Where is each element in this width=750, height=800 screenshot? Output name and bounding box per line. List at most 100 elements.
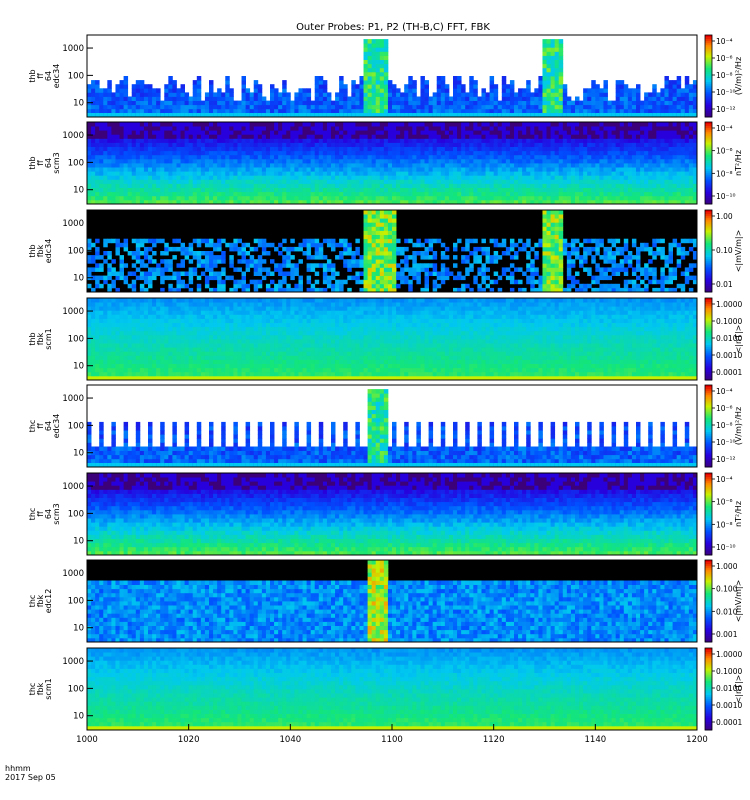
- panel-frame: [86, 384, 698, 468]
- spectrogram-image: [87, 473, 698, 556]
- spectrogram-panel-6: 10 100 1000 thc ff 64 scm3 10⁻⁴ 10⁻⁶ 10⁻⁸ 10⁻¹⁰ nT²…: [28, 472, 743, 556]
- colorbar-tick-label: 10⁻¹⁰: [716, 543, 736, 552]
- colorbar-frame: [704, 121, 713, 205]
- colorbar-tick-label: 10⁻⁶: [716, 147, 733, 156]
- colorbar: 10⁻⁴ 10⁻⁶ 10⁻⁸ 10⁻¹⁰ nT²/Hz: [704, 472, 743, 556]
- spectrogram-image: [87, 298, 698, 381]
- spectrogram-image: [87, 210, 698, 293]
- spectrogram-image: [87, 122, 698, 205]
- spectrogram-image: [87, 35, 698, 118]
- colorbar: 10⁻⁴ 10⁻⁶ 10⁻⁸ 10⁻¹⁰ 10⁻¹² (V/m)²/Hz: [704, 384, 743, 468]
- colorbar-tick-label: 10⁻⁶: [716, 54, 733, 63]
- colorbar: 10⁻⁴ 10⁻⁶ 10⁻⁸ 10⁻¹⁰ 10⁻¹² (V/m)²/Hz: [704, 34, 743, 118]
- y-axis-label-line: thc: [28, 420, 37, 433]
- y-axis-label-line: scm3: [52, 152, 61, 173]
- y-axis-label-line: thc: [28, 595, 37, 608]
- y-tick-label: 1000: [62, 569, 84, 579]
- colorbar-tick-label: 1.0000: [716, 650, 742, 659]
- y-axis-label-line: fbk: [36, 332, 45, 345]
- colorbar-frame: [704, 559, 713, 643]
- colorbar-label: nT²/Hz: [734, 150, 743, 176]
- colorbar-label: <|mV/m|>: [734, 580, 743, 623]
- y-tick-label: 100: [68, 246, 84, 256]
- y-axis-label-line: fbk: [36, 682, 45, 695]
- colorbar-label: <|nT|>: [734, 675, 743, 704]
- colorbar-tick-label: 0.0010: [716, 351, 742, 360]
- colorbar-tick-label: 1.000: [716, 562, 738, 571]
- panel-frame: [86, 209, 698, 293]
- spectrogram-panel-3: 10 100 1000 thb fbk edc34 1.00 0.10 0.01<|mV/m|>: [28, 209, 743, 293]
- y-axis-label-line: thb: [28, 244, 37, 257]
- spectrogram-panel-2: 10 100 1000 thb ff 64 scm3 10⁻⁴ 10⁻⁶ 10⁻⁸ 10⁻¹⁰ nT²…: [28, 121, 743, 205]
- colorbar-tick-label: 0.1000: [716, 667, 742, 676]
- colorbar-tick-label: 10⁻⁶: [716, 404, 733, 413]
- colorbar-tick-label: 10⁻⁴: [716, 124, 733, 133]
- x-tick-label: 1000: [76, 735, 98, 745]
- y-tick-label: 100: [68, 71, 84, 81]
- y-tick-label: 100: [68, 509, 84, 519]
- y-axis-label-line: edc34: [44, 239, 53, 264]
- y-axis-label-line: scm3: [52, 503, 61, 524]
- x-tick-label: 1120: [483, 735, 505, 745]
- y-axis-label-line: scm1: [44, 678, 53, 699]
- colorbar-tick-label: 0.0010: [716, 701, 742, 710]
- y-axis-label-line: edc34: [52, 64, 61, 89]
- y-tick-label: 10: [73, 99, 84, 109]
- y-tick-label: 100: [68, 334, 84, 344]
- y-axis-label-line: 64: [44, 509, 53, 519]
- spectrogram-image: [87, 648, 698, 731]
- colorbar-tick-label: 0.100: [716, 585, 738, 594]
- colorbar-tick-label: 0.0100: [716, 684, 742, 693]
- y-axis-label-line: ff: [36, 511, 45, 517]
- y-axis-label-line: 64: [44, 158, 53, 168]
- spectrogram-image: [87, 560, 698, 643]
- y-tick-label: 10: [73, 624, 84, 634]
- x-tick-label: 1100: [381, 735, 403, 745]
- y-axis-label-line: edc34: [52, 414, 61, 439]
- colorbar-tick-label: 10⁻⁸: [716, 71, 733, 80]
- colorbar-tick-label: 0.10: [716, 246, 733, 255]
- x-tick-label: 1040: [280, 735, 302, 745]
- colorbar: 10⁻⁴ 10⁻⁶ 10⁻⁸ 10⁻¹⁰ nT²/Hz: [704, 121, 743, 205]
- x-axis-label-line-2: 2017 Sep 05: [5, 773, 56, 782]
- panel-frame: [86, 34, 698, 118]
- colorbar-frame: [704, 297, 713, 381]
- colorbar-frame: [704, 209, 713, 293]
- colorbar-tick-label: 10⁻¹²: [716, 455, 736, 464]
- y-axis-label-line: fbk: [36, 594, 45, 607]
- spectrogram-panel-4: 10 100 1000 thb fbk scm1 1.0000 0.1000 0.0100 0.0…: [28, 297, 743, 381]
- colorbar-frame: [704, 472, 713, 556]
- colorbar-label: nT²/Hz: [734, 501, 743, 527]
- y-axis-label-line: thb: [28, 332, 37, 345]
- colorbar-label: <|mV/m|>: [734, 230, 743, 273]
- x-axis: 1000 1020 1040 1100 1120 1140 1200: [76, 724, 708, 745]
- panel-frame: [86, 121, 698, 205]
- y-axis-label-line: thc: [28, 683, 37, 696]
- y-axis-label-line: 64: [44, 71, 53, 81]
- colorbar-frame: [704, 34, 713, 118]
- y-axis-label-line: ff: [36, 160, 45, 166]
- y-tick-label: 1000: [62, 307, 84, 317]
- colorbar-tick-label: 10⁻⁸: [716, 520, 733, 529]
- colorbar-tick-label: 1.0000: [716, 300, 742, 309]
- y-tick-label: 10: [73, 362, 84, 372]
- y-tick-label: 10: [73, 274, 84, 284]
- y-tick-label: 10: [73, 712, 84, 722]
- x-tick-label: 1140: [585, 735, 607, 745]
- x-tick-label: 1200: [686, 735, 708, 745]
- y-tick-label: 1000: [62, 394, 84, 404]
- chart-title: Outer Probes: P1, P2 (TH-B,C) FFT, FBK: [296, 22, 490, 33]
- y-tick-label: 100: [68, 158, 84, 168]
- x-tick-label: 1020: [178, 735, 200, 745]
- colorbar-tick-label: 1.00: [716, 212, 733, 221]
- panel-frame: [86, 472, 698, 556]
- spectrogram-panel-7: 10 100 1000 thc fbk edc12 1.000 0.100 0.010 0.001…: [28, 559, 743, 643]
- y-tick-label: 1000: [62, 657, 84, 667]
- colorbar-tick-label: 10⁻¹⁰: [716, 192, 736, 201]
- colorbar-frame: [704, 384, 713, 468]
- y-tick-label: 1000: [62, 219, 84, 229]
